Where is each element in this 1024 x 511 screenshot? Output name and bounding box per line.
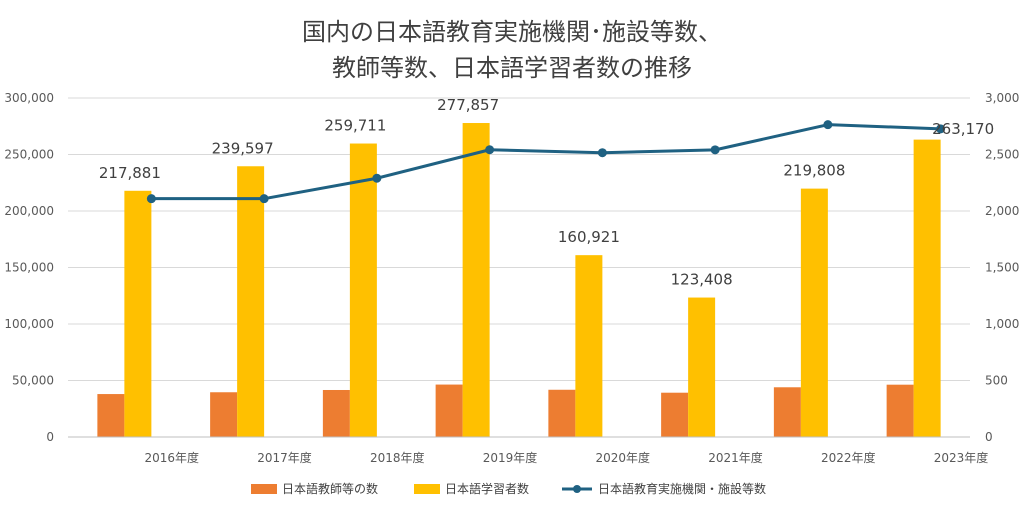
y-left-tick-label: 200,000 [4,204,54,218]
legend-swatch-teachers [251,484,277,494]
y-right-tick-label: 2,000 [985,204,1019,218]
x-tick-label: 2022年度 [821,450,876,465]
data-labels: 217,881 239,597 259,711 277,857 160,921 123,4… [99,96,994,289]
gridlines [68,97,970,381]
legend-label-learners: 日本語学習者数 [445,481,529,496]
line-point-institutions [936,124,946,134]
y-right-tick-label: 500 [985,374,1008,388]
bar-learners [913,139,941,437]
line-point-institutions [485,145,495,155]
bar-teachers [435,384,463,437]
bar-learners [462,123,490,437]
line-institutions [151,123,941,201]
line-point-institutions [710,145,720,155]
line-point-institutions [259,194,269,204]
y-left-tick-label: 300,000 [4,91,54,105]
y-right-tick-label: 1,500 [985,261,1019,275]
x-tick-label: 2020年度 [595,450,650,465]
y-left-tick-label: 0 [46,430,54,444]
x-tick-label: 2021年度 [708,450,763,465]
bar-teachers [210,392,238,437]
axes: 0 50,000 100,000 150,000 200,000 250,000 300,0… [4,91,1019,465]
bar-teachers [773,387,801,437]
x-tick-label: 2023年度 [934,450,989,465]
line-point-institutions [823,120,833,130]
bar-teachers [661,392,689,437]
legend: 日本語教師等の数 日本語学習者数 日本語教育実施機関・施設等数 [251,481,766,496]
chart-title: 国内の日本語教育実施機関･施設等数、 教師等数、日本語学習者数の推移 [302,18,722,82]
data-label-learners: 263,170 [932,120,994,138]
chart-title-line-2: 教師等数、日本語学習者数の推移 [332,54,692,82]
line-point-institutions [372,173,382,183]
y-right-tick-label: 0 [985,430,993,444]
data-label-learners: 217,881 [99,164,161,182]
y-left-tick-label: 150,000 [4,261,54,275]
data-label-learners: 219,808 [783,162,845,180]
bar-learners [124,190,152,437]
bar-teachers [97,394,125,437]
data-label-learners: 277,857 [437,96,499,114]
x-tick-label: 2016年度 [144,450,199,465]
bar-learners [237,166,265,438]
bar-teachers [886,384,914,437]
y-left-tick-label: 250,000 [4,148,54,162]
legend-swatch-learners [414,484,440,494]
x-tick-label: 2018年度 [370,450,425,465]
bars [97,123,941,438]
bar-learners [575,255,603,437]
y-right-tick-label: 3,000 [985,91,1019,105]
legend-label-institutions: 日本語教育実施機関・施設等数 [598,481,766,496]
legend-label-teachers: 日本語教師等の数 [282,481,378,496]
x-tick-label: 2019年度 [483,450,538,465]
bar-learners [688,297,716,437]
y-right-tick-label: 1,000 [985,317,1019,331]
legend-marker-institutions [573,485,581,493]
data-label-learners: 239,597 [212,139,274,157]
bar-learners [349,143,377,438]
x-tick-label: 2017年度 [257,450,312,465]
y-left-tick-label: 100,000 [4,317,54,331]
bar-teachers [322,389,350,437]
bar-teachers [548,389,576,437]
bar-learners [800,188,828,437]
line-point-institutions [597,148,607,158]
y-left-tick-label: 50,000 [12,374,54,388]
data-label-learners: 160,921 [558,228,620,246]
y-right-tick-label: 2,500 [985,148,1019,162]
chart-title-line-1: 国内の日本語教育実施機関･施設等数、 [302,18,722,46]
line-point-institutions [146,194,156,204]
data-label-learners: 259,711 [324,117,386,135]
data-label-learners: 123,408 [671,271,733,289]
line-series [146,120,946,204]
